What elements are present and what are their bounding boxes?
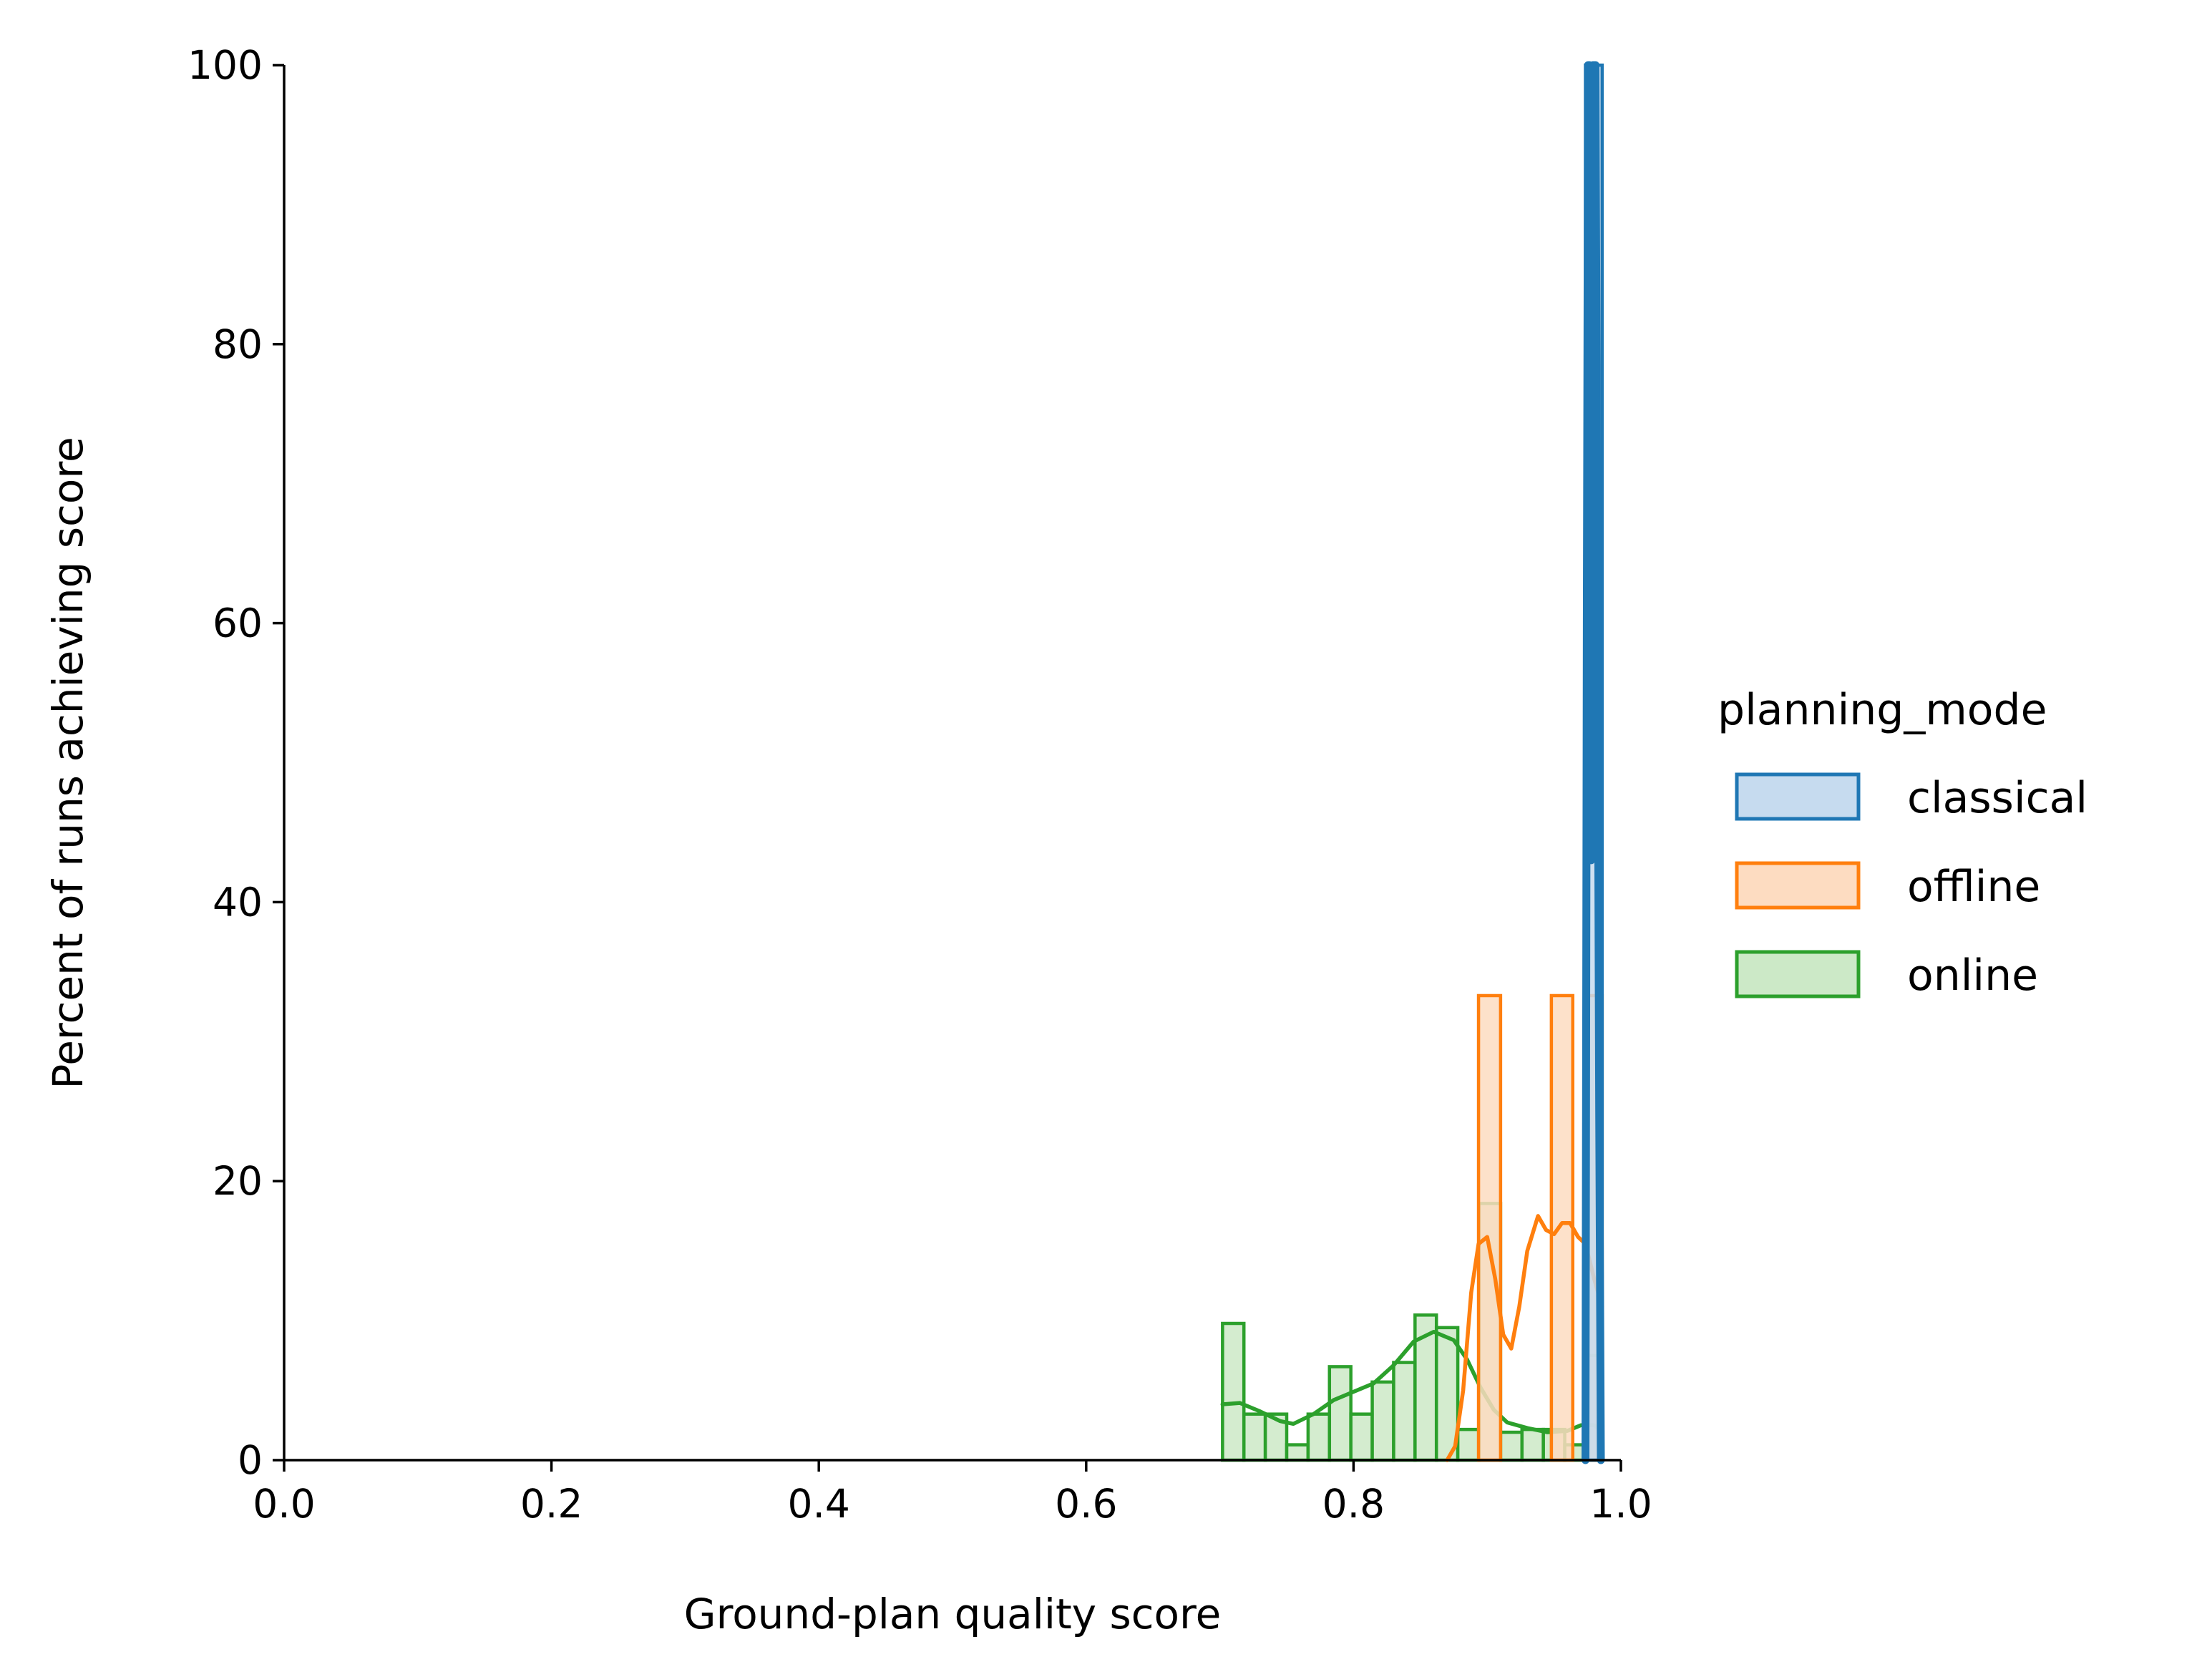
bar-online-4 xyxy=(1306,1412,1332,1462)
bar-online-6 xyxy=(1349,1412,1374,1462)
bar-online-13 xyxy=(1499,1430,1524,1462)
x-axis-label: Ground-plan quality score xyxy=(684,1590,1222,1638)
kde-line-classical xyxy=(1582,61,1605,1464)
bar-online-14 xyxy=(1520,1427,1545,1462)
x-tick-label: 0.6 xyxy=(1055,1481,1117,1527)
plot-area xyxy=(1220,61,1605,1464)
x-tick-label: 0.4 xyxy=(787,1481,849,1527)
legend-label-offline: offline xyxy=(1907,862,2040,912)
y-tick-label: 100 xyxy=(187,42,263,88)
y-tick-label: 20 xyxy=(213,1158,263,1204)
legend-label-online: online xyxy=(1907,951,2038,1001)
tick-marks: 0.0 0.2 0.4 0.6 0.8 1.0 0 20 40 60 80 100 xyxy=(187,42,1652,1527)
bar-online-0 xyxy=(1221,1321,1246,1462)
bar-online-5 xyxy=(1327,1365,1353,1462)
y-tick-label: 80 xyxy=(213,321,263,367)
series-offline xyxy=(1445,993,1604,1462)
bar-online-3 xyxy=(1285,1443,1310,1462)
series-classical xyxy=(1582,61,1605,1464)
bar-offline-0 xyxy=(1476,993,1503,1462)
bar-online-11 xyxy=(1456,1427,1481,1462)
legend-title: planning_mode xyxy=(1718,685,2047,735)
bar-online-8 xyxy=(1392,1361,1417,1462)
bar-online-1 xyxy=(1242,1412,1267,1462)
x-tick-label: 0.0 xyxy=(253,1481,315,1527)
legend: planning_mode classical offline online xyxy=(1718,685,2087,1001)
bar-online-7 xyxy=(1370,1380,1395,1462)
axes xyxy=(283,65,1621,1462)
x-tick-label: 0.8 xyxy=(1322,1481,1385,1527)
bar-offline-3 xyxy=(1549,993,1575,1462)
legend-swatch-offline xyxy=(1735,861,1861,910)
legend-entry-online: online xyxy=(1735,950,2038,1001)
y-tick-label: 0 xyxy=(238,1437,263,1483)
y-axis-label: Percent of runs achieving score xyxy=(44,437,92,1089)
legend-entry-classical: classical xyxy=(1735,772,2087,823)
x-tick-label: 1.0 xyxy=(1589,1481,1652,1527)
x-tick-label: 0.2 xyxy=(520,1481,583,1527)
legend-entry-offline: offline xyxy=(1735,861,2040,912)
legend-swatch-classical xyxy=(1735,772,1861,821)
y-tick-label: 40 xyxy=(213,879,263,925)
series-online xyxy=(1220,1202,1604,1462)
kde-line-offline xyxy=(1445,1214,1604,1462)
legend-swatch-online xyxy=(1735,950,1861,998)
y-tick-label: 60 xyxy=(213,601,263,646)
legend-label-classical: classical xyxy=(1907,773,2087,823)
